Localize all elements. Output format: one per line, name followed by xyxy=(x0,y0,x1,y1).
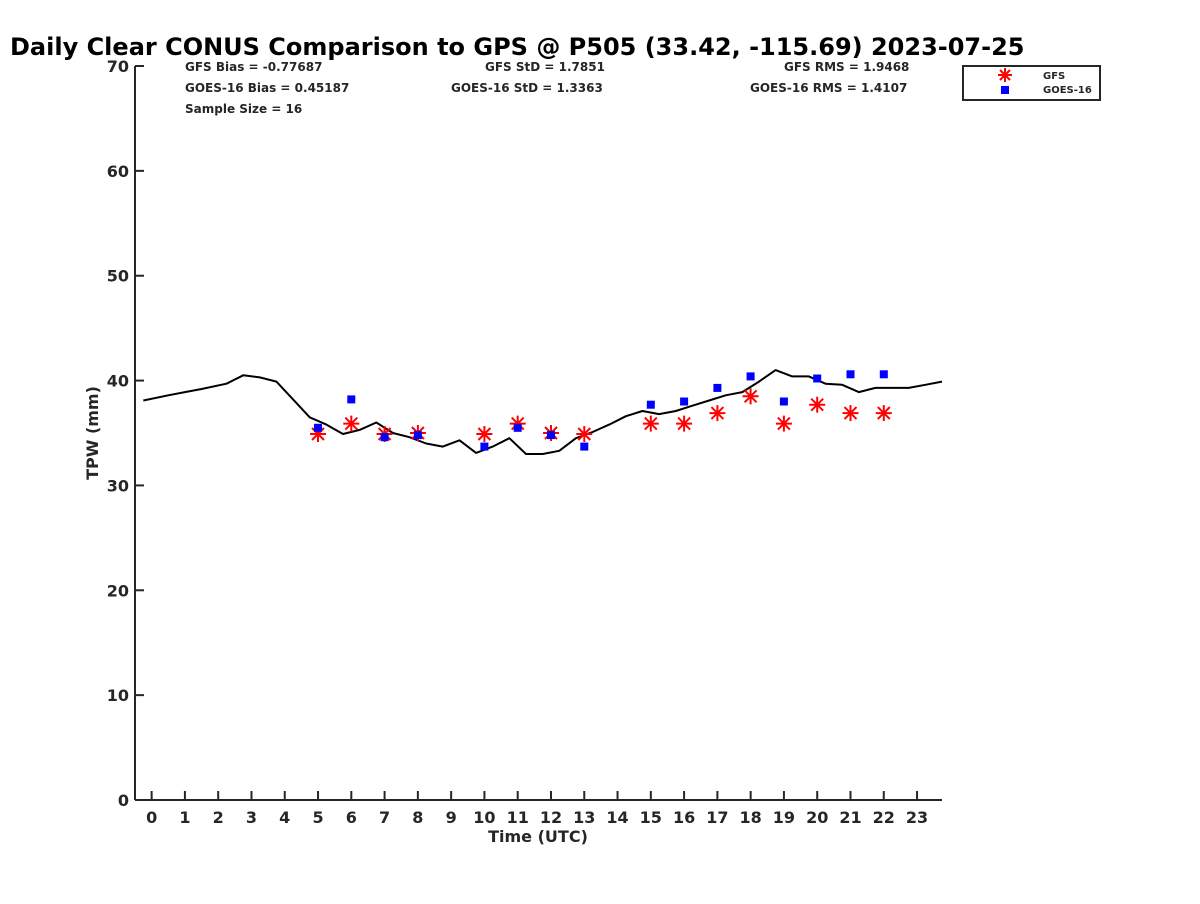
x-tick-label: 10 xyxy=(473,808,495,827)
x-tick-label: 1 xyxy=(179,808,190,827)
goes-point xyxy=(779,397,788,406)
legend-label-gfs: GFS xyxy=(1043,71,1065,82)
legend-label-goes: GOES-16 xyxy=(1043,85,1092,96)
gfs-point xyxy=(642,415,659,432)
x-tick-label: 8 xyxy=(412,808,423,827)
y-tick-label: 10 xyxy=(107,686,129,705)
x-tick-label: 18 xyxy=(740,808,762,827)
stat-goes-rms: GOES-16 RMS = 1.4107 xyxy=(750,81,907,95)
x-tick-label: 21 xyxy=(839,808,861,827)
stat-goes-std: GOES-16 StD = 1.3363 xyxy=(451,81,603,95)
y-tick-label: 40 xyxy=(107,372,129,391)
gfs-point xyxy=(842,405,859,422)
gfs-point xyxy=(775,415,792,432)
y-tick-label: 50 xyxy=(107,267,129,286)
goes-point xyxy=(846,370,855,379)
gfs-point xyxy=(576,426,593,442)
x-tick-label: 17 xyxy=(706,808,728,827)
gfs-point xyxy=(809,396,826,413)
goes-point xyxy=(480,442,489,451)
legend-box xyxy=(962,65,1101,101)
goes-point xyxy=(879,370,888,379)
goes-point xyxy=(713,383,722,392)
y-tick-label: 20 xyxy=(107,581,129,600)
x-tick-label: 4 xyxy=(279,808,290,827)
y-tick-label: 70 xyxy=(107,57,129,76)
legend-gfs-marker xyxy=(998,68,1012,82)
y-ticks: 0 10 20 30 40 50 60 70 xyxy=(107,57,144,810)
x-tick-label: 19 xyxy=(773,808,795,827)
gfs-point xyxy=(709,405,726,422)
goes-point xyxy=(547,431,555,440)
x-tick-label: 14 xyxy=(606,808,628,827)
gfs-point xyxy=(476,426,493,442)
x-tick-label: 5 xyxy=(312,808,323,827)
stat-sample-size: Sample Size = 16 xyxy=(185,102,302,116)
x-tick-label: 22 xyxy=(873,808,895,827)
goes-point xyxy=(646,400,655,409)
y-tick-label: 30 xyxy=(107,476,129,495)
goes-point xyxy=(813,374,822,383)
gfs-point xyxy=(343,415,360,432)
x-tick-label: 2 xyxy=(213,808,224,827)
y-tick-label: 60 xyxy=(107,162,129,181)
goes-point xyxy=(580,442,589,451)
legend-goes-marker xyxy=(1001,86,1009,94)
x-tick-label: 9 xyxy=(446,808,457,827)
goes-point xyxy=(314,423,322,432)
goes-point xyxy=(380,433,389,442)
stat-gfs-bias: GFS Bias = -0.77687 xyxy=(185,60,322,74)
stat-goes-bias: GOES-16 Bias = 0.45187 xyxy=(185,81,349,95)
x-axis-label: Time (UTC) xyxy=(488,827,588,846)
x-tick-label: 12 xyxy=(540,808,562,827)
legend: GFS GOES-16 xyxy=(962,65,1101,101)
x-ticks: 0 1 2 3 4 5 6 7 8 9 10 11 12 13 14 15 16 17 18 19 20 21 22 23 xyxy=(146,791,928,827)
goes-point xyxy=(680,397,689,406)
gps-series-line xyxy=(143,369,943,455)
goes-point xyxy=(347,395,356,404)
stats-block: GFS Bias = -0.77687 GFS StD = 1.7851 GFS… xyxy=(185,60,909,116)
x-tick-label: 7 xyxy=(379,808,390,827)
stat-gfs-std: GFS StD = 1.7851 xyxy=(485,60,605,74)
x-tick-label: 6 xyxy=(346,808,357,827)
gfs-point xyxy=(875,405,892,422)
goes-point xyxy=(513,423,522,432)
goes-point xyxy=(413,431,422,440)
x-tick-label: 13 xyxy=(573,808,595,827)
gfs-point xyxy=(742,388,759,405)
stat-gfs-rms: GFS RMS = 1.9468 xyxy=(784,60,909,74)
y-axis-label: TPW (mm) xyxy=(83,386,102,480)
chart-title: Daily Clear CONUS Comparison to GPS @ P5… xyxy=(10,33,1024,61)
goes-point xyxy=(746,372,755,381)
x-tick-label: 16 xyxy=(673,808,695,827)
x-tick-label: 15 xyxy=(640,808,662,827)
x-tick-label: 20 xyxy=(806,808,828,827)
x-tick-label: 23 xyxy=(906,808,928,827)
series-layer xyxy=(143,369,943,455)
x-tick-label: 3 xyxy=(246,808,257,827)
gfs-point xyxy=(676,415,693,432)
x-tick-label: 0 xyxy=(146,808,157,827)
x-tick-label: 11 xyxy=(507,808,529,827)
y-tick-label: 0 xyxy=(118,791,129,810)
